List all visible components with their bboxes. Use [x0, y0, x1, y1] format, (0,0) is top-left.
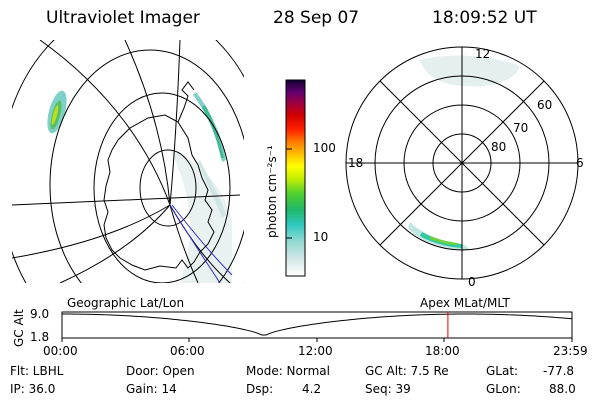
- glat-label: GLat:: [486, 364, 519, 378]
- xtick-0000: 00:00: [43, 344, 78, 358]
- door-status: Door: Open: [126, 364, 195, 378]
- gain-info: Gain: 14: [126, 382, 177, 396]
- polar-mlat-mlt-plot: [345, 46, 579, 280]
- geographic-grid-caption: Geographic Lat/Lon: [67, 296, 185, 310]
- mlat-label-80: 80: [491, 140, 507, 154]
- ip-info: IP: 36.0: [10, 382, 56, 396]
- colorbar-tick-100: 100: [313, 141, 336, 155]
- sequence-info: Seq: 39: [365, 382, 411, 396]
- ytick-9: 9.0: [30, 307, 50, 321]
- dsp-label: Dsp:: [246, 382, 274, 396]
- xtick-1800: 18:00: [425, 344, 460, 358]
- colorbar-unit-label: photon cm⁻²s⁻¹: [265, 145, 279, 238]
- colorbar-tick-10: 10: [313, 230, 329, 244]
- filter-info: Flt: LBHL: [10, 364, 64, 378]
- orbit-track: [169, 204, 221, 283]
- colorbar: [285, 79, 306, 277]
- mlat-label-70: 70: [513, 121, 529, 135]
- timeline-ylabel: GC Alt: [12, 309, 26, 347]
- geographic-map: [12, 40, 244, 283]
- ytick-1-8: 1.8: [30, 330, 50, 344]
- dsp-value: 4.2: [302, 382, 322, 396]
- mlt-label-12: 12: [475, 47, 491, 61]
- glon-label: GLon:: [486, 382, 521, 396]
- latitude-grid: [12, 40, 244, 283]
- mlat-label-60: 60: [537, 98, 553, 112]
- mlt-label-0: 0: [468, 275, 476, 289]
- xtick-1200: 12:00: [298, 344, 333, 358]
- mode-info: Mode: Normal: [246, 364, 330, 378]
- mlt-label-6: 6: [576, 156, 584, 170]
- glat-value: -77.8: [543, 364, 575, 378]
- glon-value: 88.0: [549, 382, 576, 396]
- observation-time: 18:09:52 UT: [432, 8, 537, 28]
- continent-outline: [103, 114, 215, 271]
- polar-grid: [345, 46, 579, 280]
- aurora-emission-polar: [408, 222, 470, 250]
- altitude-timeline: [61, 311, 573, 342]
- mlt-label-18: 18: [348, 156, 364, 170]
- altitude-curve: [62, 313, 573, 336]
- gc-alt-info: GC Alt: 7.5 Re: [365, 364, 449, 378]
- aurora-emission-left: [47, 90, 226, 217]
- observation-date: 28 Sep 07: [273, 8, 360, 28]
- xtick-0600: 06:00: [170, 344, 205, 358]
- instrument-title: Ultraviolet Imager: [46, 8, 200, 28]
- xtick-2359: 23:59: [553, 344, 588, 358]
- apex-grid-caption: Apex MLat/MLT: [420, 296, 510, 310]
